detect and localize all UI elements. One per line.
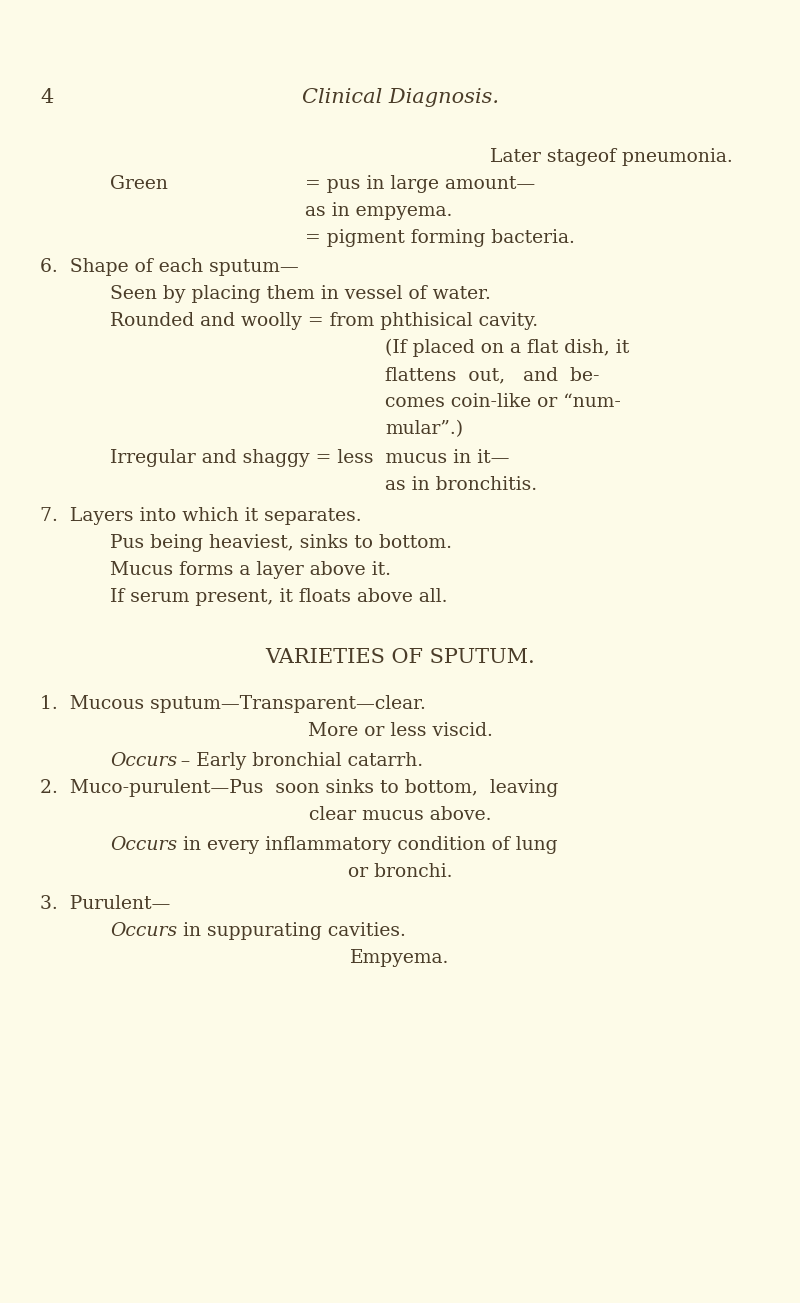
Text: in every inflammatory condition of lung: in every inflammatory condition of lung (177, 837, 558, 853)
Text: comes coin-like or “num-: comes coin-like or “num- (385, 394, 621, 410)
Text: clear mucus above.: clear mucus above. (309, 807, 491, 823)
Text: Seen by placing them in vessel of water.: Seen by placing them in vessel of water. (110, 285, 491, 304)
Text: Rounded and woolly = from phthisical cavity.: Rounded and woolly = from phthisical cav… (110, 311, 538, 330)
Text: flattens  out,   and  be-: flattens out, and be- (385, 366, 599, 384)
Text: 4: 4 (40, 89, 54, 107)
Text: Later stageof pneumonia.: Later stageof pneumonia. (490, 149, 733, 165)
Text: – Early bronchial catarrh.: – Early bronchial catarrh. (177, 752, 423, 770)
Text: VARIETIES OF SPUTUM.: VARIETIES OF SPUTUM. (265, 648, 535, 667)
Text: 6.  Shape of each sputum—: 6. Shape of each sputum— (40, 258, 298, 276)
Text: 1.  Mucous sputum—Transparent—clear.: 1. Mucous sputum—Transparent—clear. (40, 694, 426, 713)
Text: Mucus forms a layer above it.: Mucus forms a layer above it. (110, 562, 391, 579)
Text: Occurs: Occurs (110, 923, 177, 939)
Text: Clinical Diagnosis.: Clinical Diagnosis. (302, 89, 498, 107)
Text: 7.  Layers into which it separates.: 7. Layers into which it separates. (40, 507, 362, 525)
Text: in suppurating cavities.: in suppurating cavities. (177, 923, 406, 939)
Text: Occurs: Occurs (110, 837, 177, 853)
Text: 2.  Muco-purulent—Pus  soon sinks to bottom,  leaving: 2. Muco-purulent—Pus soon sinks to botto… (40, 779, 558, 797)
Text: Pus being heaviest, sinks to bottom.: Pus being heaviest, sinks to bottom. (110, 534, 452, 552)
Text: More or less viscid.: More or less viscid. (307, 722, 493, 740)
Text: If serum present, it floats above all.: If serum present, it floats above all. (110, 588, 447, 606)
Text: or bronchi.: or bronchi. (348, 863, 452, 881)
Text: Empyema.: Empyema. (350, 949, 450, 967)
Text: Irregular and shaggy = less  mucus in it—: Irregular and shaggy = less mucus in it— (110, 450, 510, 466)
Text: Green: Green (110, 175, 168, 193)
Text: as in bronchitis.: as in bronchitis. (385, 476, 537, 494)
Text: (If placed on a flat dish, it: (If placed on a flat dish, it (385, 339, 630, 357)
Text: mular”.): mular”.) (385, 420, 463, 438)
Text: Occurs: Occurs (110, 752, 177, 770)
Text: = pigment forming bacteria.: = pigment forming bacteria. (305, 229, 575, 248)
Text: = pus in large amount—: = pus in large amount— (305, 175, 535, 193)
Text: 3.  Purulent—: 3. Purulent— (40, 895, 170, 913)
Text: as in empyema.: as in empyema. (305, 202, 452, 220)
